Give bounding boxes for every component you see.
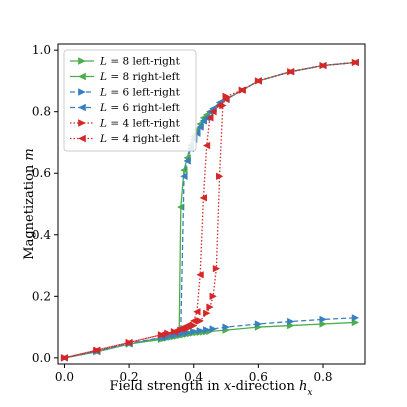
data-point <box>254 320 263 328</box>
data-point <box>196 271 204 279</box>
data-point <box>209 325 217 333</box>
data-point <box>183 157 191 165</box>
y-tick-label: 0.4 <box>32 228 51 242</box>
data-point <box>319 315 327 324</box>
data-point <box>216 172 224 181</box>
data-point <box>319 320 327 328</box>
data-point <box>199 117 207 125</box>
legend-item: L = 8 left-right <box>70 56 181 68</box>
y-tick-label: 0.0 <box>32 351 51 365</box>
data-point <box>196 123 204 131</box>
data-point <box>209 107 217 116</box>
legend-marker <box>78 134 86 143</box>
data-point <box>202 141 211 150</box>
y-tick-label: 0.6 <box>32 166 51 180</box>
data-point <box>351 318 360 327</box>
data-point <box>209 292 217 301</box>
data-point <box>351 314 360 322</box>
legend-label: L = 4 right-left <box>99 133 181 145</box>
legend-label: L = 6 right-left <box>99 102 181 114</box>
plot-frame <box>57 43 366 365</box>
data-point <box>206 303 214 311</box>
data-point <box>193 129 201 137</box>
x-tick-label: 0.4 <box>184 370 203 384</box>
axis-ticks: 0.0 0.2 0.4 0.6 0.8 0.0 0.2 0.4 0.6 0.8 1.0 <box>32 43 333 384</box>
legend-item: L = 8 right-left <box>70 71 181 83</box>
y-axis-label: Magnetization m <box>22 148 37 259</box>
data-point <box>319 61 327 70</box>
series-5 <box>60 58 359 362</box>
legend-item: L = 6 left-right <box>70 87 181 99</box>
x-tick-label: 0.2 <box>120 370 139 384</box>
data-point <box>212 264 221 273</box>
x-tick-label: 0.8 <box>313 370 332 384</box>
x-axis-label: Field strength in x-direction hx <box>110 379 313 398</box>
data-point <box>189 317 198 325</box>
data-point <box>125 338 133 347</box>
x-tick-label: 0.0 <box>55 370 74 384</box>
legend-label: L = 8 left-right <box>99 56 181 68</box>
data-point <box>190 327 198 336</box>
data-point <box>176 203 185 211</box>
data-point <box>170 327 178 336</box>
legend-marker <box>78 88 86 96</box>
series-2 <box>60 314 360 362</box>
data-point <box>199 194 207 202</box>
data-point <box>222 95 230 104</box>
legend-marker <box>78 103 86 112</box>
data-point <box>203 309 211 317</box>
data-point <box>206 114 214 122</box>
legend-marker <box>78 72 86 81</box>
legend-item: L = 4 right-left <box>70 133 181 145</box>
data-point <box>215 101 224 110</box>
data-point <box>254 77 262 85</box>
data-point <box>180 172 188 181</box>
series-line <box>64 61 356 359</box>
y-tick-label: 0.2 <box>32 289 51 303</box>
data-point <box>286 67 295 76</box>
data-point <box>203 326 211 334</box>
data-point <box>287 317 295 326</box>
y-tick-label: 1.0 <box>32 43 51 57</box>
data-point <box>183 321 191 330</box>
legend-label: L = 4 left-right <box>99 118 181 130</box>
legend-label: L = 6 left-right <box>99 87 181 99</box>
y-tick-label: 0.8 <box>32 105 51 119</box>
data-point <box>238 86 246 94</box>
legend-marker <box>78 119 86 127</box>
data-point <box>92 346 101 354</box>
data-point <box>222 323 230 331</box>
legend-label: L = 8 right-left <box>99 71 181 83</box>
x-tick-label: 0.6 <box>249 370 268 384</box>
series-layer <box>60 58 360 362</box>
legend-item: L = 4 left-right <box>70 118 181 130</box>
legend-marker <box>78 57 86 65</box>
legend-box <box>63 49 197 152</box>
series-line <box>64 317 356 359</box>
data-point <box>193 307 201 316</box>
data-point <box>60 354 69 362</box>
data-point <box>196 327 205 335</box>
legend-item: L = 6 right-left <box>70 102 181 114</box>
data-point <box>176 324 185 333</box>
data-point <box>351 58 359 67</box>
data-point <box>157 331 165 339</box>
series-line <box>64 61 356 359</box>
legend: L = 8 left-right L = 8 right-left L = 6 le… <box>63 49 197 152</box>
